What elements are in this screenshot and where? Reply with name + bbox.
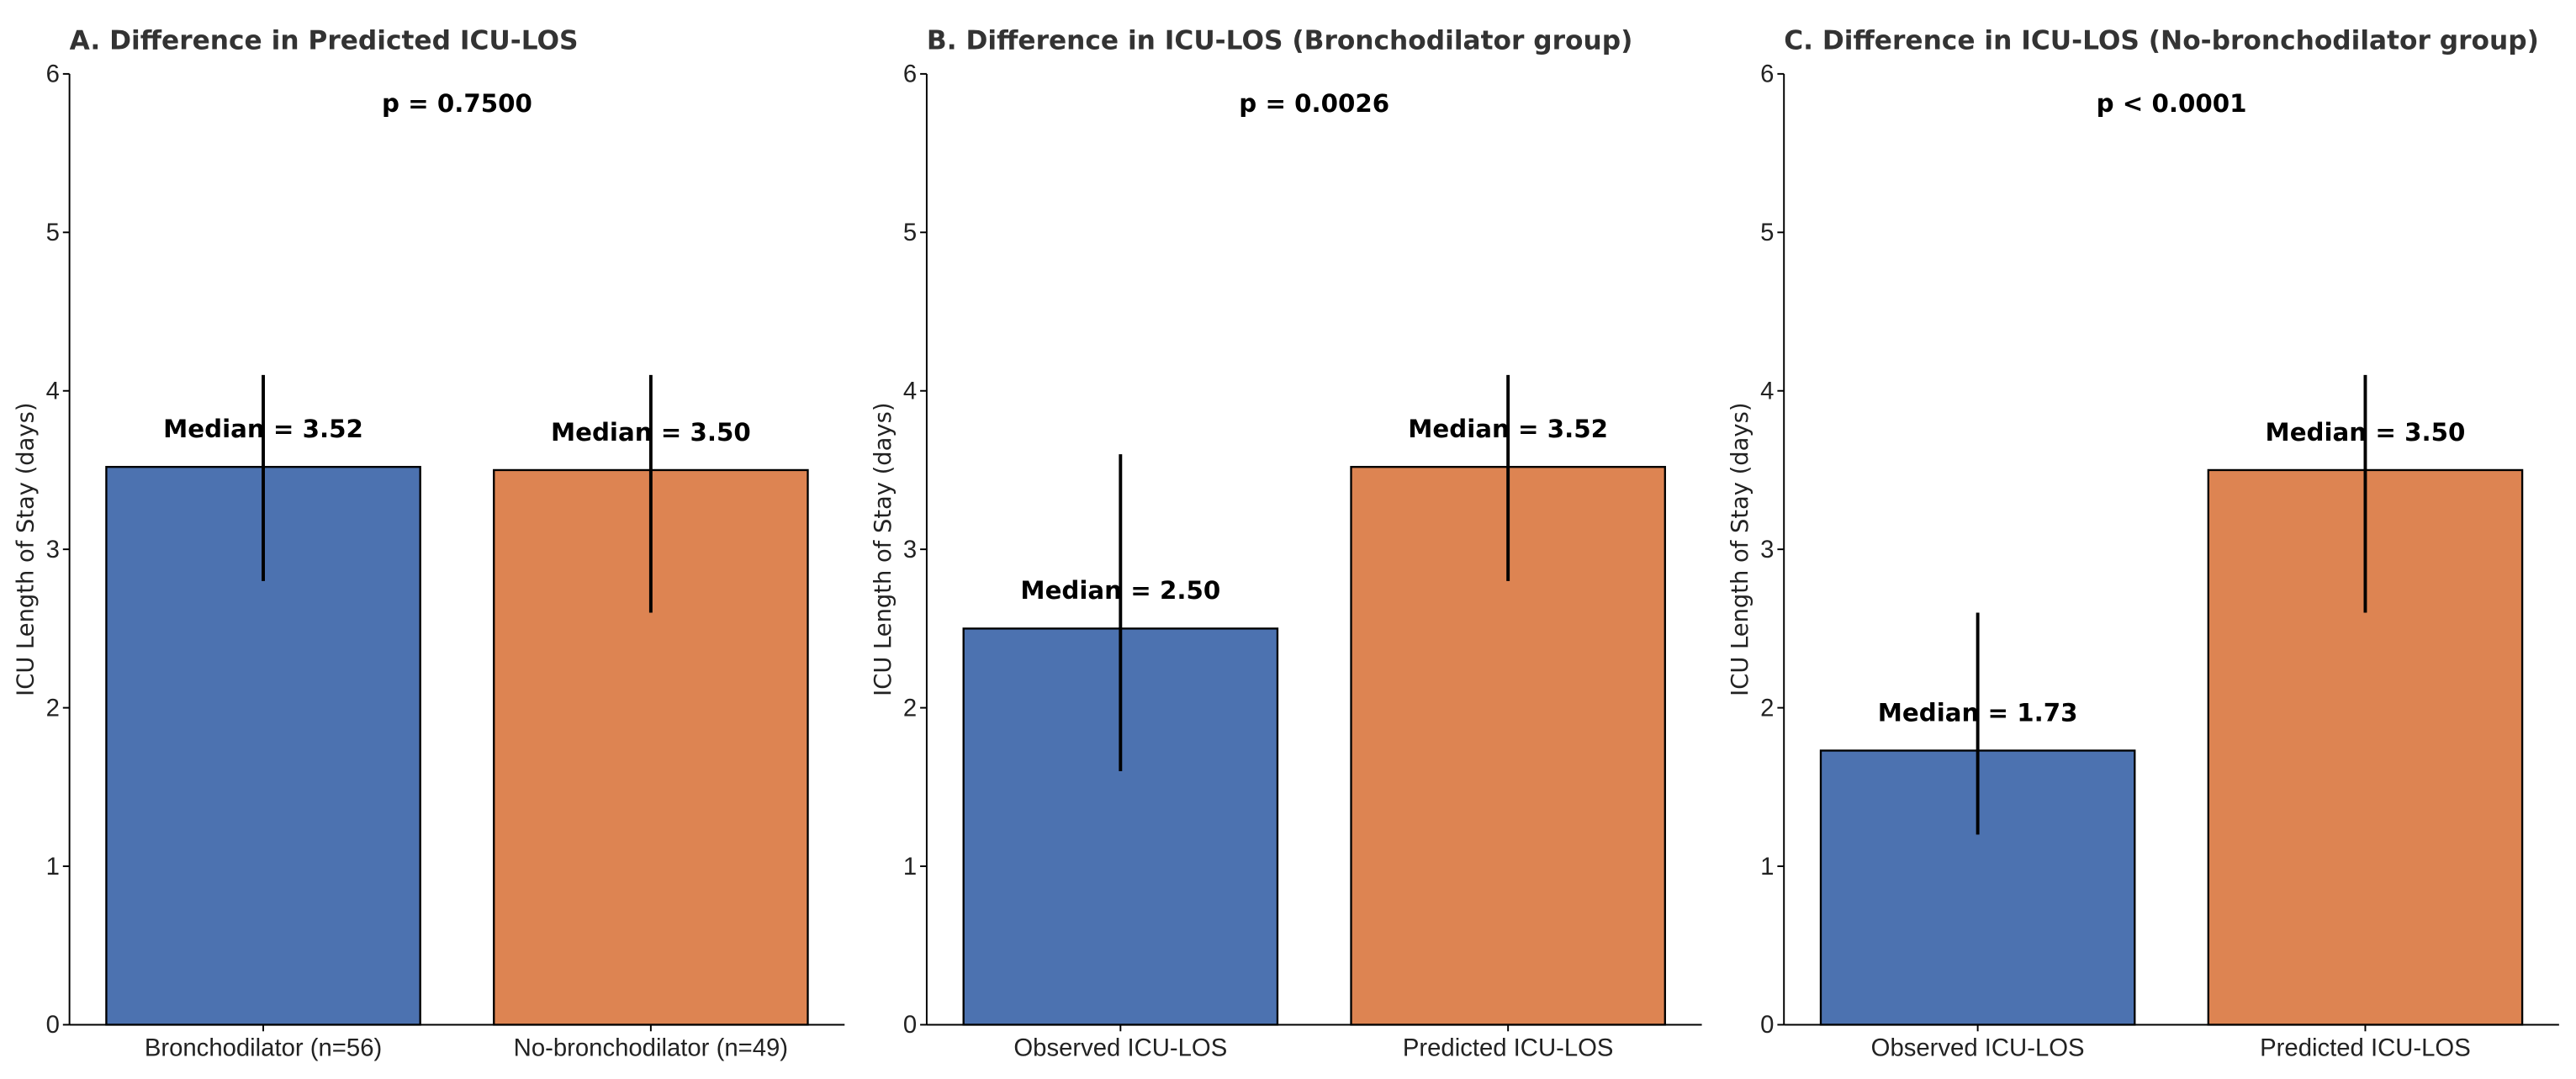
value-label: Median = 3.50: [2266, 418, 2466, 447]
bar: [2207, 468, 2524, 1026]
y-tick-label: 2: [46, 694, 60, 722]
y-tick-label: 1: [903, 853, 917, 881]
y-tick-label: 3: [1760, 536, 1774, 563]
y-tick-label: 0: [46, 1011, 60, 1039]
y-tick-label: 6: [46, 61, 60, 88]
y-tick-label: 2: [1760, 694, 1774, 722]
x-tick-label: No-bronchodilator (n=49): [514, 1034, 788, 1062]
y-tick-label: 0: [1760, 1011, 1774, 1039]
p-value: p = 0.7500: [382, 89, 532, 118]
y-tick-label: 0: [903, 1011, 917, 1039]
panel-title: A. Difference in Predicted ICU-LOS: [70, 26, 579, 56]
y-tick-label: 3: [903, 536, 917, 563]
y-axis-label: ICU Length of Stay (days): [1727, 403, 1753, 696]
p-value: p = 0.0026: [1239, 89, 1389, 118]
y-axis-label: ICU Length of Stay (days): [13, 403, 40, 696]
y-tick-label: 4: [1760, 377, 1774, 405]
x-tick-label: Predicted ICU-LOS: [2260, 1034, 2471, 1062]
value-label: Median = 1.73: [1878, 698, 2078, 727]
y-tick-label: 2: [903, 694, 917, 722]
value-label: Median = 2.50: [1020, 576, 1220, 605]
y-tick-label: 5: [46, 219, 60, 246]
value-label: Median = 3.52: [163, 415, 363, 443]
y-tick-label: 4: [903, 377, 917, 405]
p-value: p < 0.0001: [2097, 89, 2247, 118]
x-tick-label: Predicted ICU-LOS: [1403, 1034, 1614, 1062]
y-tick-label: 3: [46, 536, 60, 563]
value-label: Median = 3.52: [1408, 415, 1608, 443]
y-tick-label: 6: [903, 61, 917, 88]
y-tick-label: 5: [903, 219, 917, 246]
y-tick-label: 5: [1760, 219, 1774, 246]
value-label: Median = 3.50: [551, 418, 751, 447]
y-axis-label: ICU Length of Stay (days): [870, 403, 897, 696]
y-tick-label: 1: [1760, 853, 1774, 881]
x-tick-label: Observed ICU-LOS: [1013, 1034, 1227, 1062]
y-tick-label: 1: [46, 853, 60, 881]
x-tick-label: Bronchodilator (n=56): [145, 1034, 382, 1062]
y-tick-label: 6: [1760, 61, 1774, 88]
panel-title: C. Difference in ICU-LOS (No-bronchodila…: [1784, 26, 2539, 56]
panel-title: B. Difference in ICU-LOS (Bronchodilator…: [927, 26, 1632, 56]
x-tick-label: Observed ICU-LOS: [1871, 1034, 2085, 1062]
y-tick-label: 4: [46, 377, 60, 405]
